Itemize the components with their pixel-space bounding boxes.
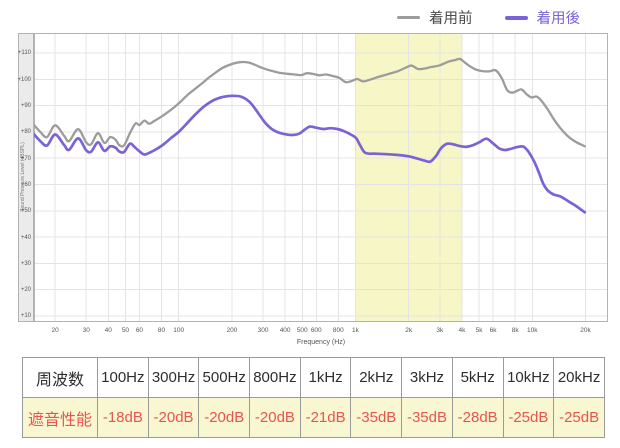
x-tick-label: 40 — [105, 327, 113, 334]
table-value-row: 遮音性能 -18dB -20dB -20dB -20dB -21dB -35dB -35dB… — [22, 397, 605, 438]
y-tick-label: +20 — [20, 287, 31, 294]
x-tick-label: 100 — [173, 327, 184, 334]
isolation-value-cell: -20dB — [147, 397, 200, 438]
x-tick-label: 2k — [405, 327, 413, 334]
legend-item-before: 着用前 — [397, 7, 473, 28]
legend-label-after: 着用後 — [536, 11, 581, 27]
frequency-header-cell: 800Hz — [249, 357, 301, 398]
x-tick-label: 300 — [258, 327, 269, 334]
y-tick-label: +60 — [20, 181, 31, 188]
frequency-header-cell: 20kHz — [553, 357, 605, 398]
isolation-value-cell: -20dB — [249, 397, 301, 438]
isolation-value-cell: -35dB — [350, 397, 403, 438]
frequency-header-cell: 2kHz — [350, 357, 403, 398]
y-tick-label: +50 — [20, 208, 31, 215]
frequency-header-cell: 10kHz — [502, 357, 555, 398]
x-tick-label: 5k — [476, 327, 484, 334]
legend: 着用前 着用後 — [397, 7, 580, 28]
plot-svg: 20 30 40 50 60 80 100 200 300 400 500 600 800 1k 2k 3k 4… — [34, 33, 608, 346]
x-tick-label: 80 — [158, 327, 166, 334]
y-tick-label: +80 — [20, 129, 31, 136]
plot-border — [34, 33, 608, 322]
y-axis-title: Sound Pressure Level (dBSPL) — [20, 142, 26, 212]
table-header-row: 周波数 100Hz 300Hz 500Hz 800Hz 1kHz 2kHz 3kHz 5kHz… — [22, 357, 605, 398]
spec-table: 周波数 100Hz 300Hz 500Hz 800Hz 1kHz 2kHz 3kHz 5kHz… — [22, 357, 605, 438]
legend-line-before-icon — [397, 15, 420, 20]
isolation-value-cell: -20dB — [198, 397, 251, 438]
y-axis-strip: Sound Pressure Level (dBSPL) +10 +20 +30 +4… — [17, 33, 34, 322]
y-tick-label: +70 — [20, 155, 31, 162]
frequency-header-cell: 500Hz — [198, 357, 251, 398]
x-tick-label: 1k — [352, 327, 360, 334]
x-tick-label: 200 — [226, 327, 237, 334]
x-tick-label: 600 — [311, 327, 322, 334]
x-tick-label: 800 — [333, 327, 344, 334]
legend-line-after-icon — [504, 15, 528, 20]
x-tick-label: 10k — [527, 327, 538, 334]
series-after-line — [34, 94, 587, 214]
legend-label-before: 着用前 — [429, 11, 473, 27]
frequency-header-cell: 1kHz — [299, 357, 352, 398]
y-tick-label: +100 — [17, 76, 31, 83]
x-tick-label: 6k — [490, 327, 498, 334]
isolation-value-cell: -35dB — [401, 397, 453, 438]
x-tick-label: 400 — [280, 327, 291, 334]
frequency-row-label: 周波数 — [22, 357, 98, 398]
x-tick-label: 8k — [512, 327, 520, 334]
y-tick-label: +30 — [20, 260, 31, 267]
x-tick-label: 60 — [136, 327, 144, 334]
frequency-header-cell: 3kHz — [401, 357, 453, 398]
isolation-value-cell: -25dB — [553, 397, 605, 438]
y-tick-label: +10 — [20, 313, 31, 320]
frequency-header-cell: 300Hz — [147, 357, 200, 398]
x-tick-label: 3k — [436, 327, 444, 334]
x-tick-label: 30 — [83, 327, 91, 334]
isolation-chart: Sound Pressure Level (dBSPL) +10 +20 +30 +4… — [17, 33, 609, 349]
series-before-line — [34, 57, 586, 148]
isolation-value-cell: -28dB — [451, 397, 504, 438]
y-tick-label: +90 — [20, 103, 31, 110]
isolation-value-cell: -21dB — [299, 397, 352, 438]
x-tick-label: 50 — [122, 327, 130, 334]
frequency-header-cell: 100Hz — [97, 357, 149, 398]
isolation-row-label: 遮音性能 — [22, 397, 98, 438]
y-tick-label: +110 — [17, 50, 31, 57]
legend-item-after: 着用後 — [504, 7, 581, 28]
y-tick-label: +40 — [20, 234, 31, 241]
isolation-value-cell: -18dB — [97, 397, 149, 438]
frequency-header-cell: 5kHz — [451, 357, 504, 398]
x-tick-label: 20 — [51, 327, 59, 334]
x-tick-label: 4k — [458, 327, 466, 334]
x-axis-title: Frequency (Hz) — [297, 339, 345, 346]
isolation-value-cell: -25dB — [502, 397, 555, 438]
x-tick-label: 500 — [297, 327, 308, 334]
x-tick-label: 20k — [580, 327, 591, 334]
